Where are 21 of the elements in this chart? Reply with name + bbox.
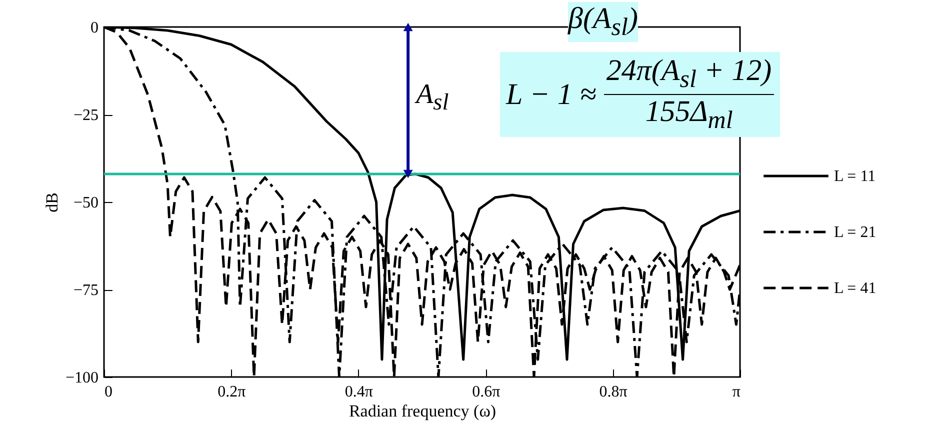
y-tick-label: −25 — [73, 107, 98, 124]
x-axis-title: Radian frequency (ω) — [348, 402, 496, 420]
y-tick-label: −75 — [73, 282, 98, 299]
x-tick-label: 0 — [104, 384, 112, 400]
y-tick-label: −100 — [65, 370, 98, 386]
annotation: A$_{sl}$ — [416, 78, 449, 116]
x-tick-label: 0.6π — [472, 384, 500, 400]
x-tick-label: 0.2π — [218, 384, 246, 400]
annotation: 24π(A$_{sl}$ + 12) — [604, 54, 774, 95]
y-tick-label: 0 — [90, 20, 98, 36]
legend-label: L = 41 — [834, 280, 876, 297]
annotation: L − 1 ≈ — [506, 78, 596, 112]
annotation: β(A$_{sl}$) — [568, 2, 638, 42]
x-tick-label: π — [732, 384, 740, 400]
y-axis-title: dB — [42, 192, 62, 212]
legend-label: L = 11 — [834, 168, 876, 185]
legend-label: L = 21 — [834, 224, 876, 241]
x-tick-label: 0.4π — [344, 384, 373, 400]
x-tick-label: 0.8π — [599, 384, 628, 400]
y-tick-label: −50 — [73, 194, 98, 212]
annotation: 155Δ$_{ml}$ — [644, 95, 734, 135]
